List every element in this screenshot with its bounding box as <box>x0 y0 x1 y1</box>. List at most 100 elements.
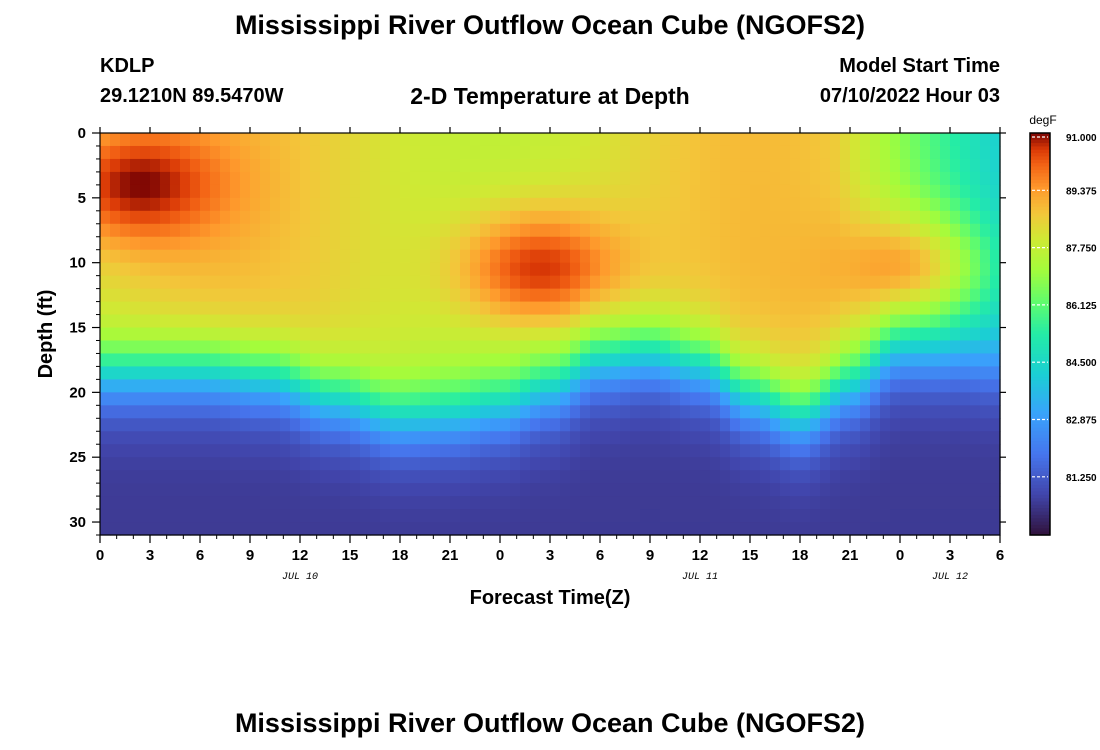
heatmap-cell <box>610 197 621 212</box>
heatmap-cell <box>390 418 401 432</box>
heatmap-cell <box>800 496 811 510</box>
heatmap-cell <box>740 418 751 432</box>
heatmap-cell <box>830 301 841 316</box>
heatmap-cell <box>530 483 541 497</box>
heatmap-cell <box>580 522 591 536</box>
heatmap-cell <box>770 133 781 147</box>
heatmap-cell <box>520 418 531 432</box>
heatmap-cell <box>110 249 121 264</box>
heatmap-cell <box>640 171 651 186</box>
heatmap-cell <box>920 133 931 147</box>
heatmap-cell <box>970 223 981 238</box>
heatmap-cell <box>820 392 831 406</box>
heatmap-cell <box>140 314 151 329</box>
heatmap-cell <box>710 457 721 471</box>
heatmap-cell <box>910 496 921 510</box>
heatmap-cell <box>900 522 911 536</box>
heatmap-cell <box>660 496 671 510</box>
heatmap-cell <box>340 483 351 497</box>
heatmap-cell <box>870 145 881 160</box>
heatmap-cell <box>870 405 881 419</box>
heatmap-cell <box>450 353 461 368</box>
heatmap-cell <box>720 301 731 316</box>
heatmap-cell <box>930 249 941 264</box>
heatmap-cell <box>490 158 501 173</box>
heatmap-cell <box>520 171 531 186</box>
heatmap-cell <box>330 431 341 445</box>
heatmap-cell <box>840 327 851 342</box>
heatmap-cell <box>770 418 781 432</box>
heatmap-cell <box>810 483 821 497</box>
heatmap-cell <box>170 340 181 355</box>
heatmap-cell <box>950 405 961 419</box>
heatmap-cell <box>990 301 1001 316</box>
heatmap-cell <box>420 236 431 251</box>
heatmap-cell <box>340 314 351 329</box>
heatmap-cell <box>640 314 651 329</box>
heatmap-cell <box>340 405 351 419</box>
heatmap-cell <box>820 184 831 199</box>
colorbar-segment <box>1030 441 1050 446</box>
heatmap-cell <box>770 236 781 251</box>
heatmap-cell <box>750 327 761 342</box>
heatmap-cell <box>510 457 521 471</box>
heatmap-cell <box>810 431 821 445</box>
y-tick-label: 0 <box>78 125 86 142</box>
heatmap-cell <box>290 483 301 497</box>
x-tick-label: 6 <box>196 547 204 564</box>
heatmap-cell <box>110 470 121 484</box>
heatmap-cell <box>970 327 981 342</box>
heatmap-cell <box>160 483 171 497</box>
heatmap-cell <box>910 275 921 290</box>
heatmap-cell <box>300 405 311 419</box>
heatmap-cell <box>340 457 351 471</box>
heatmap-cell <box>440 522 451 536</box>
heatmap-cell <box>250 236 261 251</box>
heatmap-cell <box>980 444 991 458</box>
heatmap-cell <box>600 158 611 173</box>
heatmap-cell <box>760 288 771 303</box>
heatmap-cell <box>780 197 791 212</box>
heatmap-cell <box>840 249 851 264</box>
heatmap-cell <box>260 275 271 290</box>
heatmap-cell <box>890 379 901 393</box>
heatmap-cell <box>500 418 511 432</box>
heatmap-cell <box>250 522 261 536</box>
heatmap-cell <box>330 133 341 147</box>
heatmap-cell <box>580 444 591 458</box>
heatmap-cell <box>960 353 971 368</box>
heatmap-cell <box>320 509 331 523</box>
heatmap-cell <box>350 223 361 238</box>
heatmap-cell <box>660 392 671 406</box>
heatmap-cell <box>740 353 751 368</box>
heatmap-cell <box>810 314 821 329</box>
heatmap-cell <box>800 158 811 173</box>
heatmap-cell <box>390 522 401 536</box>
heatmap-cell <box>820 262 831 277</box>
heatmap-cell <box>640 483 651 497</box>
heatmap-cell <box>980 314 991 329</box>
heatmap-cell <box>870 327 881 342</box>
heatmap-cell <box>800 288 811 303</box>
heatmap-cell <box>370 249 381 264</box>
heatmap-cell <box>230 444 241 458</box>
heatmap-cell <box>540 145 551 160</box>
heatmap-cell <box>350 145 361 160</box>
heatmap-cell <box>130 327 141 342</box>
heatmap-cell <box>460 184 471 199</box>
colorbar-segment <box>1030 223 1050 228</box>
heatmap-cell <box>680 392 691 406</box>
heatmap-cell <box>710 301 721 316</box>
heatmap-cell <box>360 483 371 497</box>
heatmap-cell <box>750 236 761 251</box>
heatmap-cell <box>330 483 341 497</box>
heatmap-cell <box>990 444 1001 458</box>
heatmap-cell <box>770 340 781 355</box>
heatmap-cell <box>970 158 981 173</box>
heatmap-cell <box>770 223 781 238</box>
heatmap-cell <box>180 262 191 277</box>
heatmap-cell <box>560 353 571 368</box>
heatmap-cell <box>700 145 711 160</box>
heatmap-cell <box>100 379 111 393</box>
heatmap-cell <box>220 483 231 497</box>
